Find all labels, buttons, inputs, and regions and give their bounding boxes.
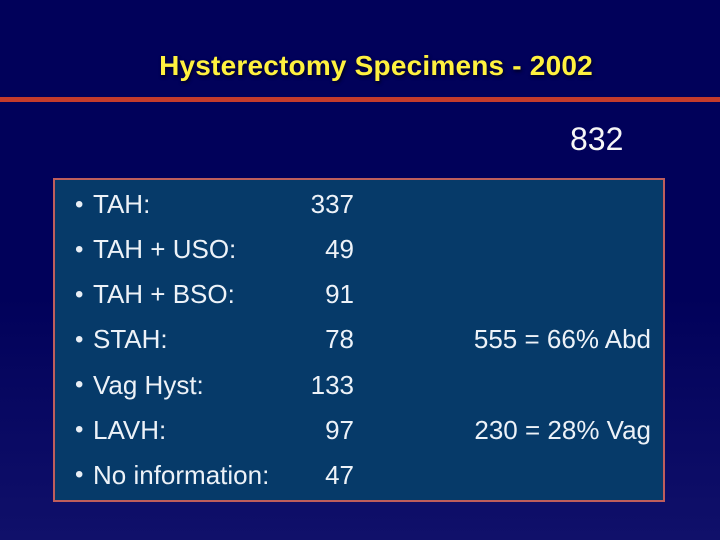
row-value: 49 [325, 234, 354, 265]
row-annotation: 555 = 66% Abd [473, 324, 651, 355]
page-title: Hysterectomy Specimens - 2002 [159, 50, 593, 81]
bullet-icon: • [75, 416, 84, 444]
table-row: • LAVH: 97 230 = 28% Vag [55, 408, 663, 453]
table-row: • No information: 47 [55, 453, 663, 498]
bullet-icon: • [75, 325, 84, 353]
row-value: 47 [325, 459, 354, 490]
data-panel: • TAH: 337 • TAH + USO: 49 • TAH + BSO: … [53, 178, 665, 502]
total-count: 832 [570, 121, 624, 157]
row-value: 133 [310, 369, 354, 400]
title-divider [0, 97, 720, 102]
table-row: • TAH: 337 [55, 182, 663, 227]
row-label: Vag Hyst: [93, 369, 204, 400]
row-value: 78 [325, 324, 354, 355]
bullet-icon: • [75, 280, 84, 308]
bullet-icon: • [75, 235, 84, 263]
row-label: TAH: [93, 189, 151, 220]
row-label: STAH: [93, 324, 168, 355]
table-row: • Vag Hyst: 133 [55, 363, 663, 408]
table-row: • TAH + USO: 49 [55, 227, 663, 272]
row-value: 97 [325, 414, 354, 445]
table-row: • TAH + BSO: 91 [55, 272, 663, 317]
bullet-icon: • [75, 371, 84, 399]
row-value: 91 [325, 279, 354, 310]
row-annotation: 230 = 28% Vag [474, 414, 651, 445]
row-label: TAH + USO: [93, 234, 237, 265]
row-label: No information: [93, 459, 270, 490]
row-value: 337 [310, 189, 354, 220]
table-row: • STAH: 78 555 = 66% Abd [55, 317, 663, 362]
row-label: TAH + BSO: [93, 279, 235, 310]
row-label: LAVH: [93, 414, 167, 445]
bullet-icon: • [75, 461, 84, 489]
bullet-icon: • [75, 190, 84, 218]
